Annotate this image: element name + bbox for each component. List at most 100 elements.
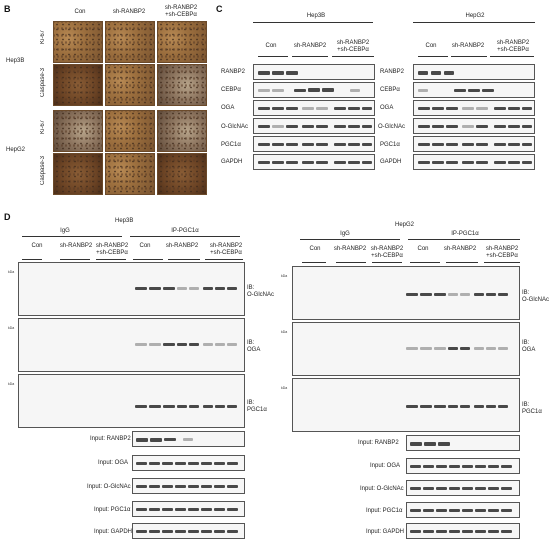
- ihc-image: [53, 110, 103, 152]
- panel-c-right-con: Con: [425, 43, 437, 49]
- divider: [60, 259, 90, 260]
- divider: [253, 22, 373, 23]
- mw-marker: kDa: [281, 330, 288, 334]
- ihc-image: [53, 21, 103, 63]
- ihc-image: [157, 110, 207, 152]
- panel-c-cell-hep3b: Hep3B: [306, 13, 326, 19]
- input-blot: [406, 480, 520, 496]
- blot-strip: [253, 118, 375, 134]
- divider: [302, 262, 326, 263]
- panel-d-left-input-gapdh: Input: GAPDH: [94, 529, 133, 535]
- divider: [258, 56, 288, 57]
- panel-d-left-igg-double: sh-RANBP2 +sh-CEBPα: [95, 243, 129, 256]
- panel-c-left-double: sh-RANBP2 +sh-CEBPα: [336, 40, 370, 53]
- blot-strip: [253, 100, 375, 116]
- blot-strip: [253, 154, 375, 170]
- blot-strip: [413, 100, 535, 116]
- ihc-image: [105, 153, 155, 195]
- blot-strip: [253, 64, 375, 80]
- panel-b-letter: B: [4, 4, 11, 14]
- divider: [168, 259, 200, 260]
- panel-d-letter: D: [4, 212, 11, 222]
- panel-d-right-ib-oglcnac: IB: O-GlcNAc: [522, 290, 549, 303]
- divider: [336, 262, 366, 263]
- panel-d-left-igg-sh: sh-RANBP2: [59, 243, 93, 249]
- divider: [446, 262, 478, 263]
- panel-c-right-label-oglcnac: O-GlcNAc: [378, 124, 405, 130]
- panel-d-left-igg: IgG: [60, 228, 70, 234]
- panel-d-right-ip-double: sh-RANBP2 +sh-CEBPα: [485, 246, 519, 259]
- divider: [418, 56, 448, 57]
- divider: [451, 56, 487, 57]
- panel-d-right-cell: HepG2: [395, 222, 415, 228]
- panel-d-right-input-oglcnac: Input: O-GlcNAc: [360, 486, 404, 492]
- panel-d-right-igg-con: Con: [309, 246, 321, 252]
- panel-d-right-ip: IP-PGC1α: [451, 231, 479, 237]
- mw-marker: kDa: [281, 274, 288, 278]
- panel-d-right-input-gapdh: Input: GAPDH: [366, 529, 405, 535]
- blot-strip: [253, 82, 375, 98]
- panel-d-left-input-pgc1a: Input: PGC1α: [94, 507, 131, 513]
- ip-blot: [292, 322, 520, 376]
- panel-b-marker-casp3-2: Caspase-3: [40, 156, 46, 186]
- mw-marker: kDa: [281, 386, 288, 390]
- input-blot: [406, 435, 520, 451]
- divider: [410, 262, 440, 263]
- divider: [300, 239, 400, 240]
- divider: [130, 236, 240, 237]
- panel-c-left-label-pgc1a: PGC1α: [221, 142, 241, 148]
- panel-d-left-ip: IP-PGC1α: [171, 228, 199, 234]
- input-blot: [132, 455, 245, 471]
- panel-d-left-input-oglcnac: Input: O-GlcNAc: [87, 484, 131, 490]
- panel-c-cell-hepg2: HepG2: [465, 13, 485, 19]
- panel-c-left-label-oglcnac: O-GlcNAc: [221, 124, 248, 130]
- ip-blot: [292, 266, 520, 320]
- ip-blot: [292, 378, 520, 432]
- ip-blot: [18, 318, 245, 372]
- panel-d-right-input-ranbp2: Input: RANBP2: [358, 440, 399, 446]
- input-blot: [406, 502, 520, 518]
- panel-d-left-ib-oglcnac: IB: O-GlcNAc: [247, 285, 274, 298]
- panel-d-right-igg-sh: sh-RANBP2: [333, 246, 367, 252]
- panel-d-left-ib-oga: IB: OGA: [247, 340, 261, 353]
- panel-c-letter: C: [216, 4, 223, 14]
- panel-b-col-double: sh-RANBP2 +sh-CEBPα: [164, 5, 198, 18]
- panel-c-right-shranbp2: sh-RANBP2: [451, 43, 485, 49]
- panel-d-right-input-oga: Input: OGA: [370, 463, 401, 469]
- divider: [332, 56, 374, 57]
- panel-d-left-ip-double: sh-RANBP2 +sh-CEBPα: [209, 243, 243, 256]
- panel-c-left-label-gapdh: GAPDH: [221, 159, 243, 165]
- panel-b-cell-hepg2: HepG2: [6, 147, 26, 153]
- panel-c-left-label-oga: OGA: [221, 105, 235, 111]
- blot-strip: [413, 64, 535, 80]
- panel-b-marker-casp3-1: Caspase-3: [40, 68, 46, 98]
- panel-d-right-ib-pgc1a: IB: PGC1α: [522, 402, 542, 415]
- divider: [205, 259, 243, 260]
- divider: [22, 236, 122, 237]
- ihc-image: [105, 110, 155, 152]
- input-blot: [406, 523, 520, 539]
- input-blot: [132, 478, 245, 494]
- panel-d-right-ip-con: Con: [417, 246, 429, 252]
- panel-b-col-shranbp2: sh-RANBP2: [112, 9, 146, 15]
- panel-c-right-label-cebpa: CEBPα: [380, 87, 400, 93]
- blot-strip: [413, 136, 535, 152]
- panel-c-right-label-ranbp2: RANBP2: [380, 69, 405, 75]
- mw-marker: kDa: [8, 270, 15, 274]
- panel-c-right-label-gapdh: GAPDH: [380, 159, 402, 165]
- input-blot: [132, 431, 245, 447]
- divider: [22, 259, 42, 260]
- ihc-image: [157, 21, 207, 63]
- panel-d-right-igg-double: sh-RANBP2 +sh-CEBPα: [370, 246, 404, 259]
- input-blot: [132, 501, 245, 517]
- input-blot: [132, 523, 245, 539]
- panel-c-left-shranbp2: sh-RANBP2: [293, 43, 327, 49]
- panel-c-left-label-cebpa: CEBPα: [221, 87, 241, 93]
- input-blot: [406, 458, 520, 474]
- blot-strip: [413, 118, 535, 134]
- panel-b-col-con: Con: [74, 9, 86, 15]
- panel-d-left-input-oga: Input: OGA: [98, 460, 129, 466]
- blot-strip: [413, 82, 535, 98]
- blot-strip: [413, 154, 535, 170]
- divider: [408, 239, 520, 240]
